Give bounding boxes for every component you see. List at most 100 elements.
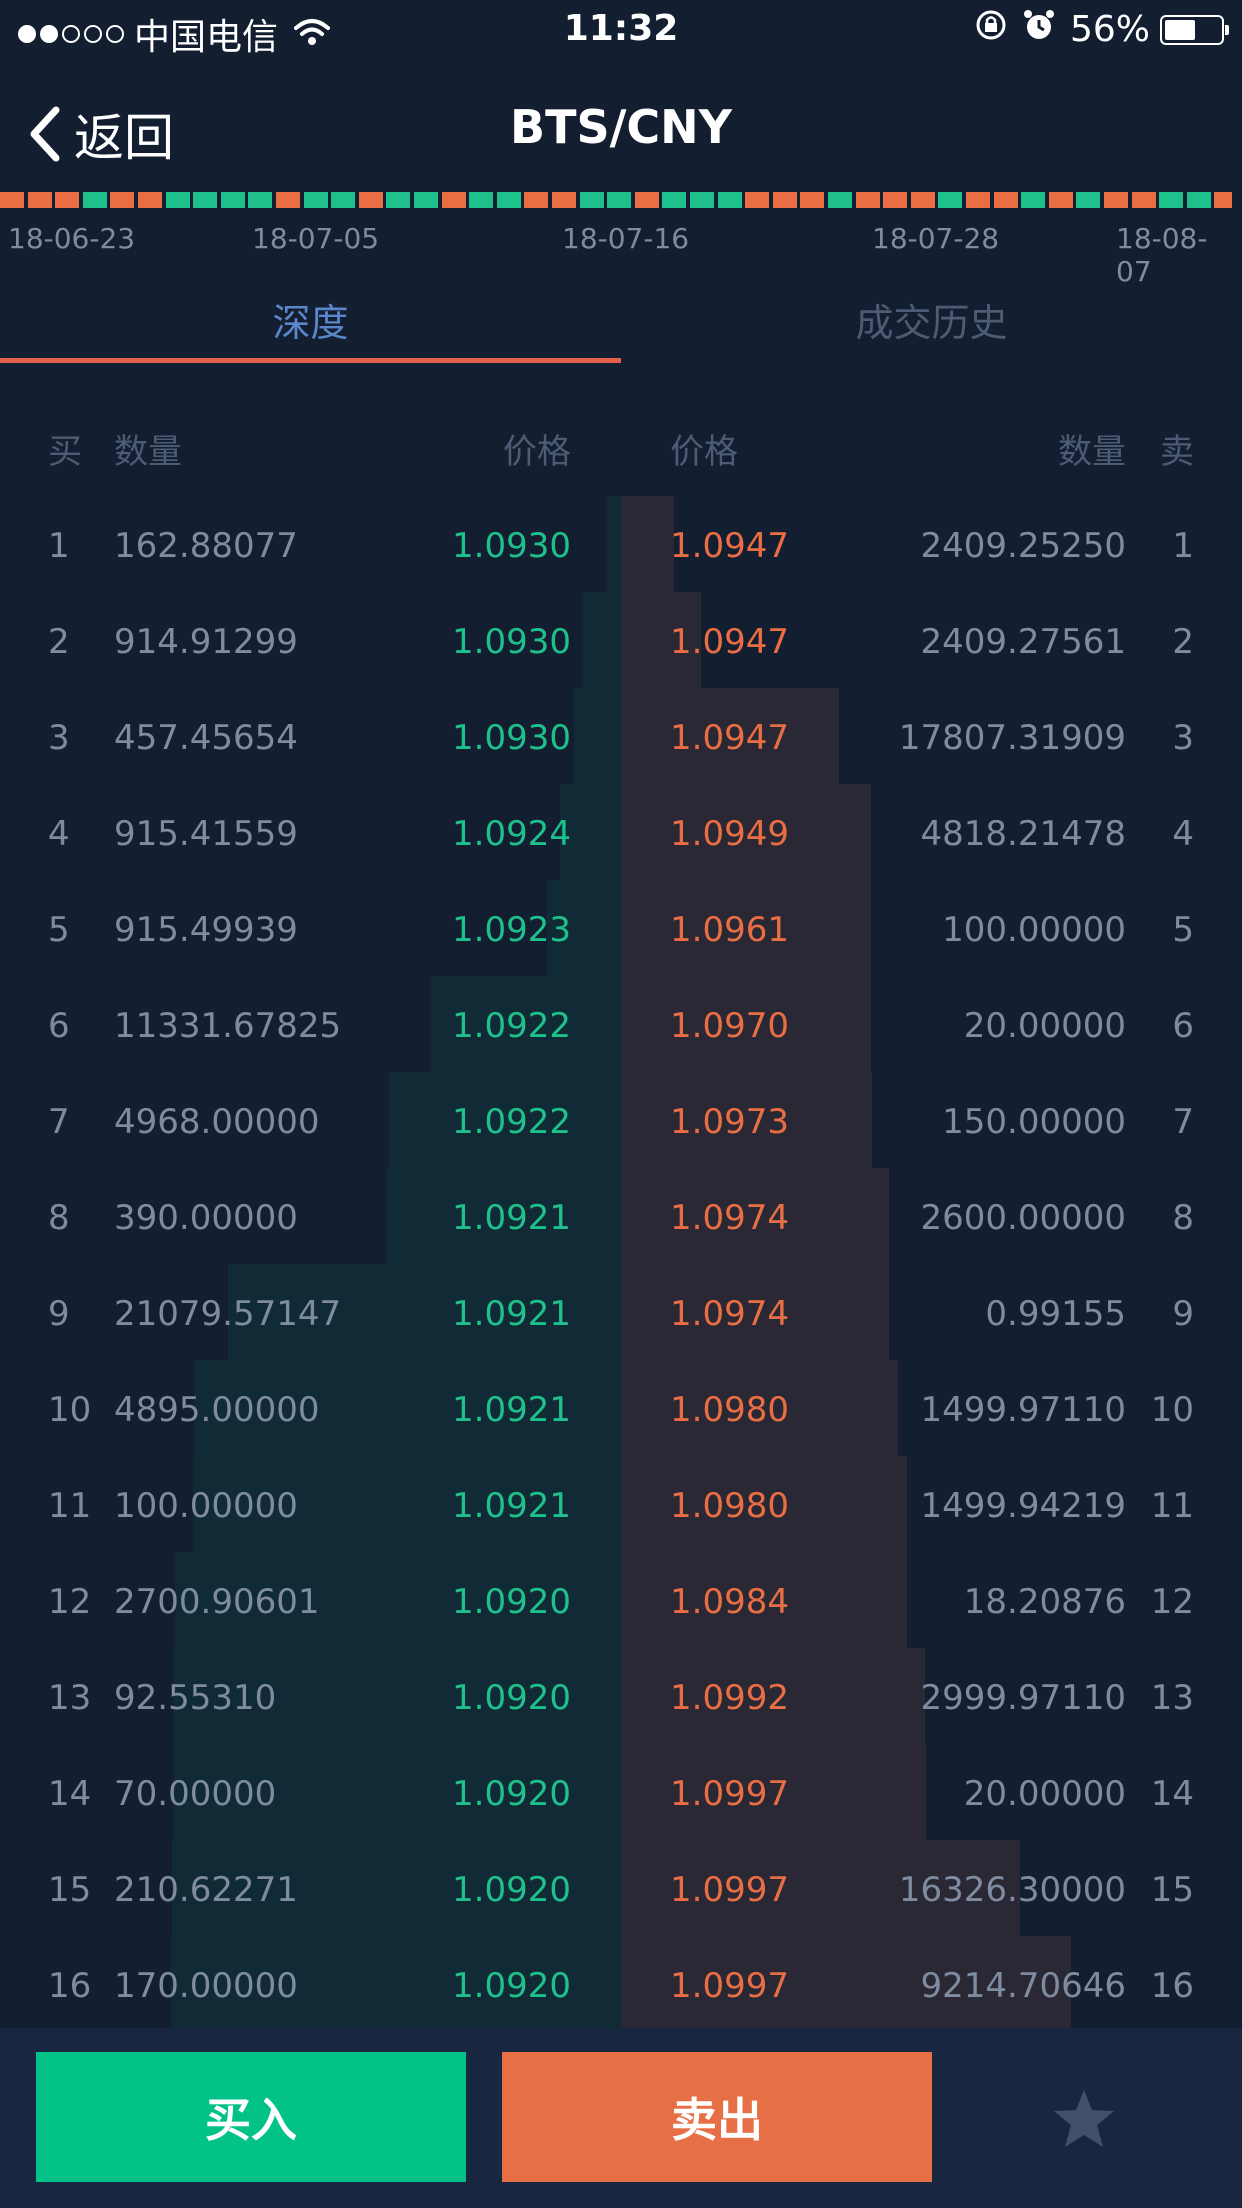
orderbook-row[interactable]: 10 4895.00000 1.0921 1.0980 1499.97110 10 xyxy=(0,1360,1242,1456)
bid-price: 1.0921 xyxy=(452,1486,571,1526)
ask-depth-bar xyxy=(621,1744,926,1840)
ask-quantity: 100.00000 xyxy=(942,910,1126,950)
orderbook-row[interactable]: 4 915.41559 1.0924 1.0949 4818.21478 4 xyxy=(0,784,1242,880)
ask-quantity: 9214.70646 xyxy=(920,1966,1127,2006)
bid-quantity: 210.62271 xyxy=(114,1870,298,1910)
ask-price: 1.0980 xyxy=(670,1486,789,1526)
ask-index: 2 xyxy=(1172,622,1194,662)
orderbook-row[interactable]: 16 170.00000 1.0920 1.0997 9214.70646 16 xyxy=(0,1936,1242,2032)
tab-active-indicator xyxy=(0,358,621,363)
ask-price: 1.0974 xyxy=(670,1198,789,1238)
ask-depth-bar xyxy=(621,880,871,976)
ask-price: 1.0947 xyxy=(670,526,789,566)
orderbook-row[interactable]: 7 4968.00000 1.0922 1.0973 150.00000 7 xyxy=(0,1072,1242,1168)
trend-bar xyxy=(662,192,687,208)
trend-bar xyxy=(690,192,714,208)
header-sell-price: 价格 xyxy=(670,432,738,472)
bid-index: 13 xyxy=(48,1678,92,1718)
ask-depth-bar xyxy=(621,1648,925,1744)
signal-dot xyxy=(84,25,102,43)
ask-quantity: 16326.30000 xyxy=(898,1870,1126,1910)
trend-bar xyxy=(1076,192,1101,208)
ask-index: 5 xyxy=(1172,910,1194,950)
trend-bar xyxy=(607,192,632,208)
bid-price: 1.0923 xyxy=(452,910,571,950)
sell-button[interactable]: 卖出 xyxy=(502,2052,932,2182)
orderbook-row[interactable]: 8 390.00000 1.0921 1.0974 2600.00000 8 xyxy=(0,1168,1242,1264)
price-trend-strip xyxy=(0,192,1242,210)
trend-bar xyxy=(883,192,908,208)
back-label: 返回 xyxy=(74,109,174,167)
bid-quantity: 457.45654 xyxy=(114,718,298,758)
trend-bar xyxy=(910,192,935,208)
bid-quantity: 162.88077 xyxy=(114,526,298,566)
bid-depth-bar xyxy=(574,688,621,784)
header-buy-price: 价格 xyxy=(503,432,571,472)
orderbook-row[interactable]: 11 100.00000 1.0921 1.0980 1499.94219 11 xyxy=(0,1456,1242,1552)
bid-depth-bar xyxy=(607,496,621,592)
ask-depth-bar xyxy=(621,784,871,880)
orderbook-row[interactable]: 9 21079.57147 1.0921 1.0974 0.99155 9 xyxy=(0,1264,1242,1360)
orderbook-row[interactable]: 5 915.49939 1.0923 1.0961 100.00000 5 xyxy=(0,880,1242,976)
trend-bar xyxy=(966,192,990,208)
bid-index: 3 xyxy=(48,718,70,758)
status-time: 11:32 xyxy=(563,8,679,49)
bid-price: 1.0922 xyxy=(452,1006,571,1046)
bid-index: 8 xyxy=(48,1198,70,1238)
ask-index: 12 xyxy=(1150,1582,1194,1622)
ask-price: 1.0947 xyxy=(670,622,789,662)
signal-strength-icon xyxy=(18,25,124,43)
bid-index: 5 xyxy=(48,910,70,950)
bid-price: 1.0920 xyxy=(452,1678,571,1718)
ask-depth-bar xyxy=(621,496,674,592)
orderbook-row[interactable]: 15 210.62271 1.0920 1.0997 16326.30000 15 xyxy=(0,1840,1242,1936)
ask-price: 1.0973 xyxy=(670,1102,789,1142)
trend-bar xyxy=(138,192,162,208)
bottom-action-bar: 买入 卖出 xyxy=(0,2028,1242,2208)
ask-depth-bar xyxy=(621,1456,907,1552)
bid-price: 1.0921 xyxy=(452,1198,571,1238)
bid-quantity: 915.41559 xyxy=(114,814,298,854)
bid-index: 7 xyxy=(48,1102,70,1142)
favorite-star-icon[interactable] xyxy=(1052,2088,1116,2154)
orderbook-row[interactable]: 1 162.88077 1.0930 1.0947 2409.25250 1 xyxy=(0,496,1242,592)
battery-icon xyxy=(1160,14,1229,45)
trend-bar xyxy=(0,192,24,208)
tab-trade-history[interactable]: 成交历史 xyxy=(855,301,1008,345)
nav-bar: 返回 BTS/CNY xyxy=(0,62,1242,190)
orderbook-row[interactable]: 12 2700.90601 1.0920 1.0984 18.20876 12 xyxy=(0,1552,1242,1648)
battery-percent: 56% xyxy=(1069,9,1150,50)
bid-depth-bar xyxy=(174,1648,621,1744)
orderbook-row[interactable]: 6 11331.67825 1.0922 1.0970 20.00000 6 xyxy=(0,976,1242,1072)
trend-bar xyxy=(745,192,770,208)
ask-index: 16 xyxy=(1150,1966,1194,2006)
trend-bar xyxy=(634,192,659,208)
status-bar: 中国电信 11:32 56% xyxy=(0,0,1242,62)
trend-bar xyxy=(220,192,245,208)
bid-price: 1.0921 xyxy=(452,1390,571,1430)
orderbook-row[interactable]: 2 914.91299 1.0930 1.0947 2409.27561 2 xyxy=(0,592,1242,688)
header-buy: 买 xyxy=(48,432,82,472)
trend-bar xyxy=(993,192,1018,208)
back-button[interactable]: 返回 xyxy=(30,98,174,170)
bid-index: 9 xyxy=(48,1294,70,1334)
header-buy-qty: 数量 xyxy=(114,432,182,472)
bid-depth-bar xyxy=(193,1456,621,1552)
tab-depth[interactable]: 深度 xyxy=(272,301,349,345)
trend-bar xyxy=(386,192,411,208)
trend-bar xyxy=(55,192,80,208)
trend-bar xyxy=(938,192,963,208)
chevron-left-icon xyxy=(30,106,60,162)
ask-index: 1 xyxy=(1172,526,1194,566)
buy-button[interactable]: 买入 xyxy=(36,2052,466,2182)
trend-bar xyxy=(27,192,52,208)
orderbook-row[interactable]: 3 457.45654 1.0930 1.0947 17807.31909 3 xyxy=(0,688,1242,784)
bid-depth-bar xyxy=(583,592,621,688)
ask-price: 1.0949 xyxy=(670,814,789,854)
ask-index: 9 xyxy=(1172,1294,1194,1334)
ask-price: 1.0997 xyxy=(670,1870,789,1910)
bid-price: 1.0930 xyxy=(452,622,571,662)
orderbook-row[interactable]: 13 92.55310 1.0920 1.0992 2999.97110 13 xyxy=(0,1648,1242,1744)
orderbook-row[interactable]: 14 70.00000 1.0920 1.0997 20.00000 14 xyxy=(0,1744,1242,1840)
ask-quantity: 0.99155 xyxy=(985,1294,1126,1334)
